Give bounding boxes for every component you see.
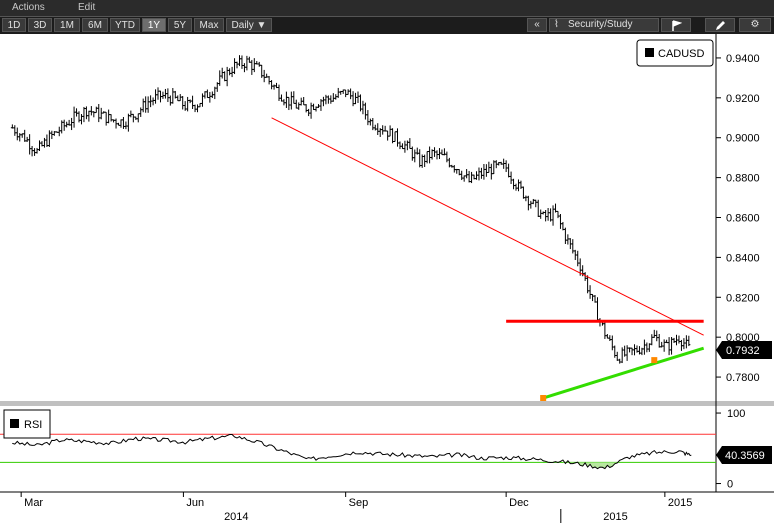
range-1d-button[interactable]: 1D — [2, 18, 26, 32]
actions-menu[interactable]: Actions — [12, 2, 45, 13]
time-tick-label: Jun — [186, 497, 204, 509]
rsi-legend[interactable]: RSI — [3, 409, 51, 439]
green-support-line — [542, 346, 705, 400]
range-1m-button[interactable]: 1M — [54, 18, 80, 32]
rsi-tick-label: 100 — [727, 408, 745, 420]
price-legend[interactable]: CADUSD — [636, 39, 714, 67]
rsi-panel-bg — [0, 406, 716, 492]
price-last-value: 0.7932 — [726, 345, 760, 357]
range-1y-button[interactable]: 1Y — [142, 18, 166, 32]
rsi-legend-label: RSI — [24, 419, 42, 431]
price-axis-bg — [716, 34, 774, 401]
flag-icon — [672, 20, 683, 31]
menu-bar: Actions Edit — [0, 0, 774, 17]
price-tick-label: 0.8400 — [726, 252, 760, 264]
red-trendline — [271, 117, 704, 336]
rsi-last-value: 40.3569 — [725, 450, 765, 462]
time-tick-label: 2015 — [668, 497, 692, 509]
settings-button[interactable]: ⚙ — [739, 18, 771, 32]
rsi-line — [12, 434, 692, 470]
price-panel-bg — [0, 34, 716, 401]
gear-icon: ⚙ — [750, 19, 760, 30]
price-tick-label: 0.9000 — [726, 133, 760, 145]
time-tick-label: Mar — [24, 497, 43, 509]
range-6m-button[interactable]: 6M — [82, 18, 108, 32]
time-axis-bg — [0, 492, 774, 523]
price-last-badge: 0.7932 — [716, 341, 772, 359]
pencil-icon — [716, 21, 725, 30]
range-5y-button[interactable]: 5Y — [168, 18, 192, 32]
price-tick-label: 0.8800 — [726, 173, 760, 185]
interval-dropdown[interactable]: Daily ▼ — [226, 18, 272, 32]
range-ytd-button[interactable]: YTD — [110, 18, 140, 32]
range-3d-button[interactable]: 3D — [28, 18, 52, 32]
price-tick-label: 0.9400 — [726, 53, 760, 65]
edit-chart-button[interactable] — [705, 18, 735, 32]
year-label: 2015 — [603, 511, 627, 523]
rsi-tick-label: 0 — [727, 479, 733, 491]
edit-menu[interactable]: Edit — [78, 2, 96, 13]
collapse-button[interactable]: « — [527, 18, 547, 32]
legend-box — [636, 39, 714, 67]
legend-label: CADUSD — [658, 48, 705, 60]
price-tick-label: 0.8200 — [726, 292, 760, 304]
chart-canvas: 0.9400 0.9200 0.9000 0.8800 0.8600 0.8400 0.82… — [0, 34, 774, 523]
flag-button[interactable] — [661, 18, 691, 32]
range-max-button[interactable]: Max — [194, 18, 224, 32]
anchor-point[interactable] — [540, 395, 547, 402]
legend-swatch — [645, 48, 654, 57]
year-label: 2014 — [224, 511, 248, 523]
panel-divider — [0, 401, 774, 406]
price-tick-label: 0.8600 — [726, 213, 760, 225]
time-tick-label: Sep — [349, 497, 369, 509]
study-icon: ⌇ — [554, 19, 559, 30]
rsi-legend-swatch — [10, 419, 19, 428]
security-study-label: Security/Study — [568, 19, 633, 30]
anchor-point[interactable] — [651, 357, 658, 364]
range-toolbar: 1D 3D 1M 6M YTD 1Y 5Y Max Daily ▼ « ⌇ Sec… — [0, 17, 774, 34]
security-study-button[interactable]: ⌇ Security/Study — [549, 18, 659, 32]
rsi-last-badge: 40.3569 — [716, 446, 772, 464]
price-tick-label: 0.9200 — [726, 93, 760, 105]
time-tick-label: Dec — [509, 497, 529, 509]
price-tick-label: 0.7800 — [726, 372, 760, 384]
